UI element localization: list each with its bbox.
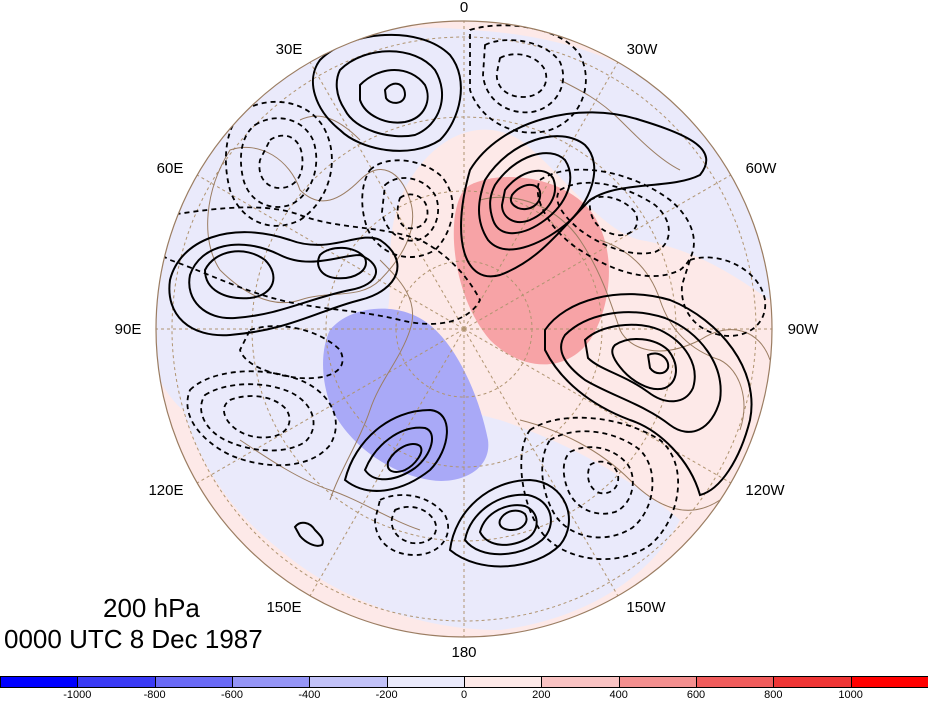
lon-label-180: 180	[451, 644, 476, 661]
colorbar: -1000 -800 -600 -400 -200 0 200 400 600 800 1000	[0, 676, 928, 702]
colorbar-box	[850, 676, 928, 688]
colorbar-label: -600	[220, 689, 244, 701]
lon-label-30w: 30W	[627, 41, 659, 58]
lon-label-90w: 90W	[788, 321, 820, 338]
colorbar-box	[309, 676, 388, 688]
lon-label-0: 0	[460, 0, 468, 16]
lon-label-150w: 150W	[626, 599, 666, 616]
lon-label-150e: 150E	[266, 599, 301, 616]
colorbar-box	[464, 676, 543, 688]
colorbar-label: -400	[298, 689, 321, 701]
colorbar-label: -1000	[63, 689, 92, 701]
colorbar-box	[696, 676, 775, 688]
lon-label-60w: 60W	[746, 160, 778, 177]
colorbar-box	[386, 676, 465, 688]
positive-anomaly-shade	[453, 177, 609, 365]
colorbar-box	[0, 676, 79, 688]
colorbar-box	[77, 676, 156, 688]
colorbar-label: 0	[460, 689, 468, 701]
lon-label-90e: 90E	[115, 321, 142, 338]
pressure-level-title: 200 hPa	[103, 593, 200, 623]
colorbar-label: 600	[686, 689, 706, 701]
colorbar-label: 800	[764, 689, 783, 701]
colorbar-box	[232, 676, 311, 688]
colorbar-label: 200	[532, 689, 551, 701]
colorbar-box	[541, 676, 620, 688]
colorbar-box	[618, 676, 697, 688]
map-boundary	[155, 20, 773, 638]
lon-label-60e: 60E	[157, 160, 184, 177]
colorbar-label: -800	[143, 689, 166, 701]
colorbar-label: -200	[375, 689, 398, 701]
lon-label-120e: 120E	[148, 482, 183, 499]
colorbar-label: 400	[609, 689, 628, 701]
lon-label-120w: 120W	[745, 482, 785, 499]
valid-time-title: 0000 UTC 8 Dec 1987	[4, 624, 263, 654]
longitude-labels: 0 30W 60W 90W 120W 150W 180 150E 120E 90…	[115, 0, 820, 661]
colorbar-box	[773, 676, 852, 688]
positive-contours	[168, 33, 753, 568]
colorbar-label: 1000	[838, 689, 863, 701]
lon-label-30e: 30E	[276, 41, 303, 58]
weak-negative-region-2	[170, 330, 680, 630]
weak-negative-region	[156, 27, 772, 428]
colorbar-box	[154, 676, 233, 688]
polar-map: 0 30W 60W 90W 120W 150W 180 150E 120E 90…	[115, 0, 820, 661]
